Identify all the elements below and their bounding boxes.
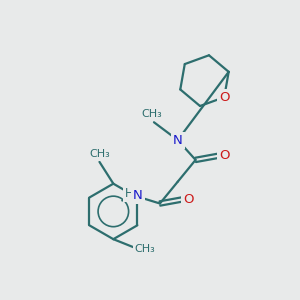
Text: O: O (183, 193, 194, 206)
Text: O: O (219, 149, 230, 162)
Text: CH₃: CH₃ (89, 149, 110, 159)
Text: O: O (219, 91, 230, 104)
Text: CH₃: CH₃ (135, 244, 155, 254)
Text: CH₃: CH₃ (142, 109, 162, 119)
Text: N: N (133, 189, 143, 202)
Text: N: N (173, 134, 183, 147)
Text: H: H (125, 187, 134, 200)
